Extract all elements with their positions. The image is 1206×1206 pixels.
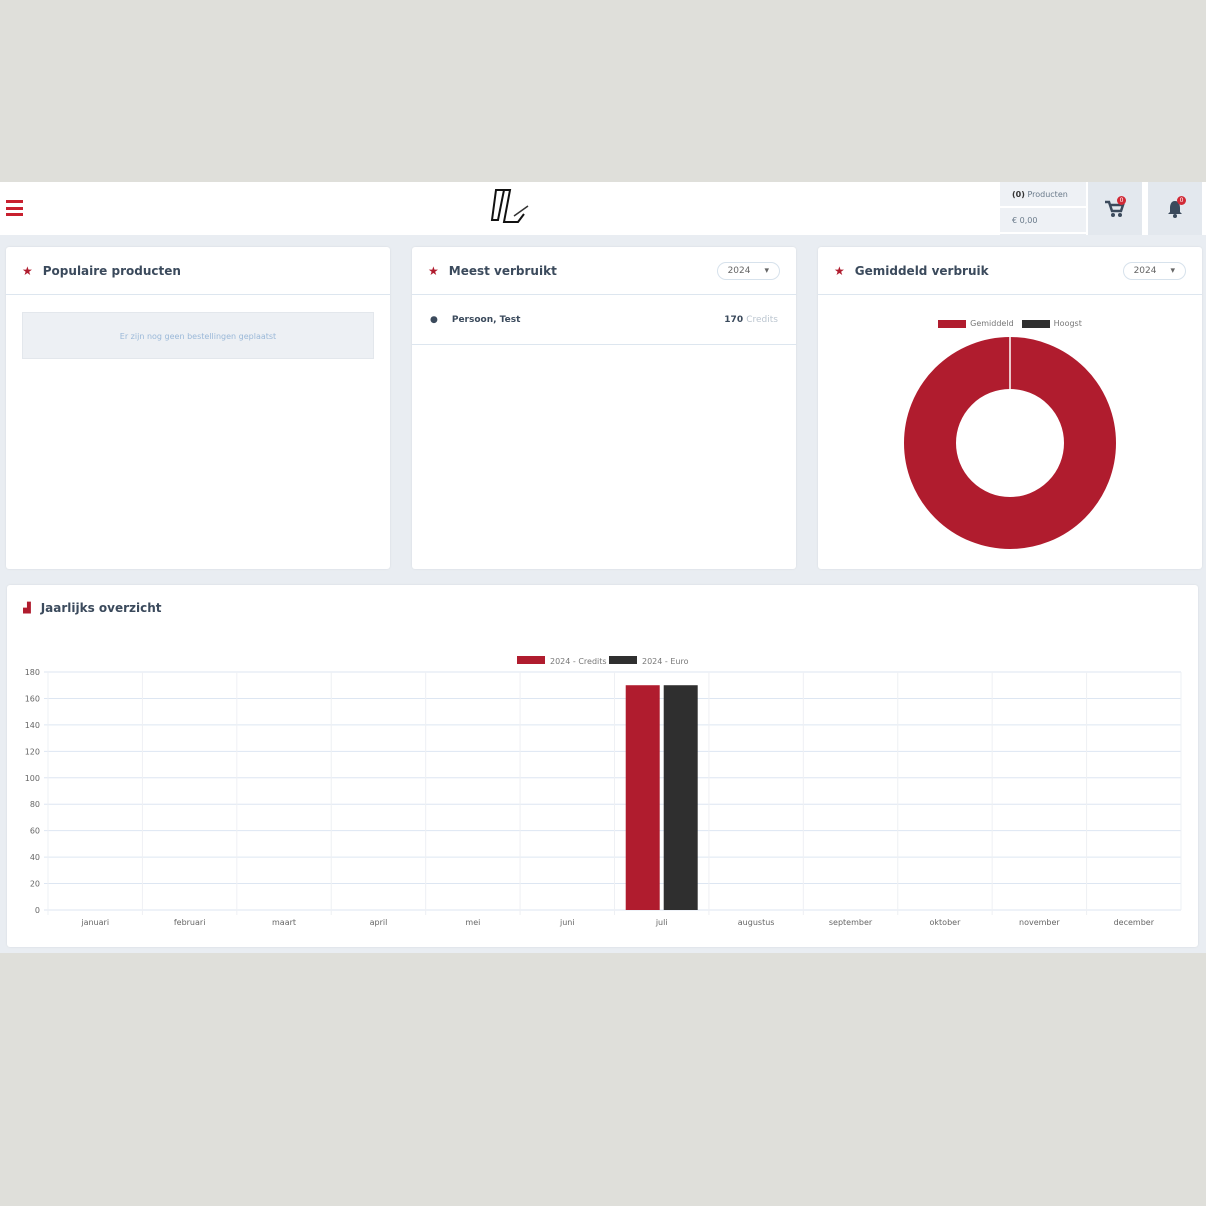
popular-products-card: ★ Populaire producten Er zijn nog geen be… [6,247,390,569]
most-used-card: ★ Meest verbruikt 2024 ▾ ● Persoon, Test 1… [412,247,796,569]
x-tick-label: januari [80,918,109,927]
legend-label: 2024 - Euro [642,657,689,666]
bar-juli-1 [663,685,698,910]
y-tick-label: 60 [30,827,40,836]
notifications-button[interactable]: 0 [1148,182,1202,235]
cart-summary[interactable]: (0) Producten € 0,00 [1000,182,1086,235]
cart-button[interactable]: 0 [1088,182,1142,235]
year-value: 2024 [1133,265,1157,276]
person-value: 170 [724,314,744,325]
donut-chart [904,337,1116,549]
chart-icon: ▟ [23,602,31,614]
star-icon: ★ [834,263,845,278]
average-usage-card: ★ Gemiddeld verbruik 2024 ▾ Gemiddeld Hoog… [818,247,1202,569]
star-icon: ★ [22,263,33,278]
person-unit: Credits [746,314,778,325]
legend-label: 2024 - Credits [550,657,607,666]
menu-icon[interactable] [6,200,23,216]
x-tick-label: september [829,918,873,927]
empty-message: Er zijn nog geen bestellingen geplaatst [22,312,374,359]
cart-label: Producten [1027,190,1068,199]
y-tick-label: 80 [30,800,40,809]
user-icon: ● [430,314,438,325]
caret-down-icon: ▾ [764,265,769,276]
legend-item[interactable]: Gemiddeld [938,319,1014,328]
card-title: Gemiddeld verbruik [854,263,989,278]
donut-legend: Gemiddeld Hoogst [818,319,1202,328]
star-icon: ★ [428,263,439,278]
y-tick-label: 100 [25,774,40,783]
y-tick-label: 140 [25,721,40,730]
card-title: Populaire producten [42,263,181,278]
x-tick-label: mei [465,918,480,927]
legend-item[interactable]: Hoogst [1021,319,1082,328]
legend-swatch [517,656,545,664]
cart-count: (0) [1012,190,1025,199]
bell-badge: 0 [1177,196,1186,205]
x-tick-label: november [1019,918,1060,927]
bar-chart: 0 20 40 60 80 100 120 140 160 180 januari februari m… [25,656,1182,927]
y-tick-label: 40 [30,853,40,862]
cart-badge: 0 [1117,196,1126,205]
card-title: Jaarlijks overzicht [40,601,162,615]
year-select[interactable]: 2024 ▾ [716,261,780,280]
y-tick-label: 120 [25,747,40,756]
logo [490,189,529,223]
list-item: ● Persoon, Test 170 Credits [412,295,796,345]
cart-total: € 0,00 [1000,208,1086,234]
y-tick-label: 0 [35,906,40,915]
caret-down-icon: ▾ [1170,265,1175,276]
x-tick-label: juni [559,918,575,927]
x-tick-label: april [370,918,388,927]
x-tick-label: augustus [738,918,775,927]
yearly-overview-card: ▟ Jaarlijks overzicht 0 20 40 60 80 100 120 140 1… [7,585,1198,947]
x-tick-label: oktober [930,918,962,927]
y-tick-label: 180 [25,668,40,677]
bar-juli-0 [625,685,660,910]
year-select[interactable]: 2024 ▾ [1122,261,1186,280]
card-title: Meest verbruikt [448,263,557,278]
year-value: 2024 [727,265,751,276]
x-tick-label: juli [655,918,668,927]
x-tick-label: maart [272,918,296,927]
y-tick-label: 20 [30,880,40,889]
x-tick-label: december [1114,918,1155,927]
legend-swatch [609,656,637,664]
x-tick-label: februari [174,918,206,927]
y-tick-label: 160 [25,694,40,703]
person-name: Persoon, Test [451,314,521,325]
